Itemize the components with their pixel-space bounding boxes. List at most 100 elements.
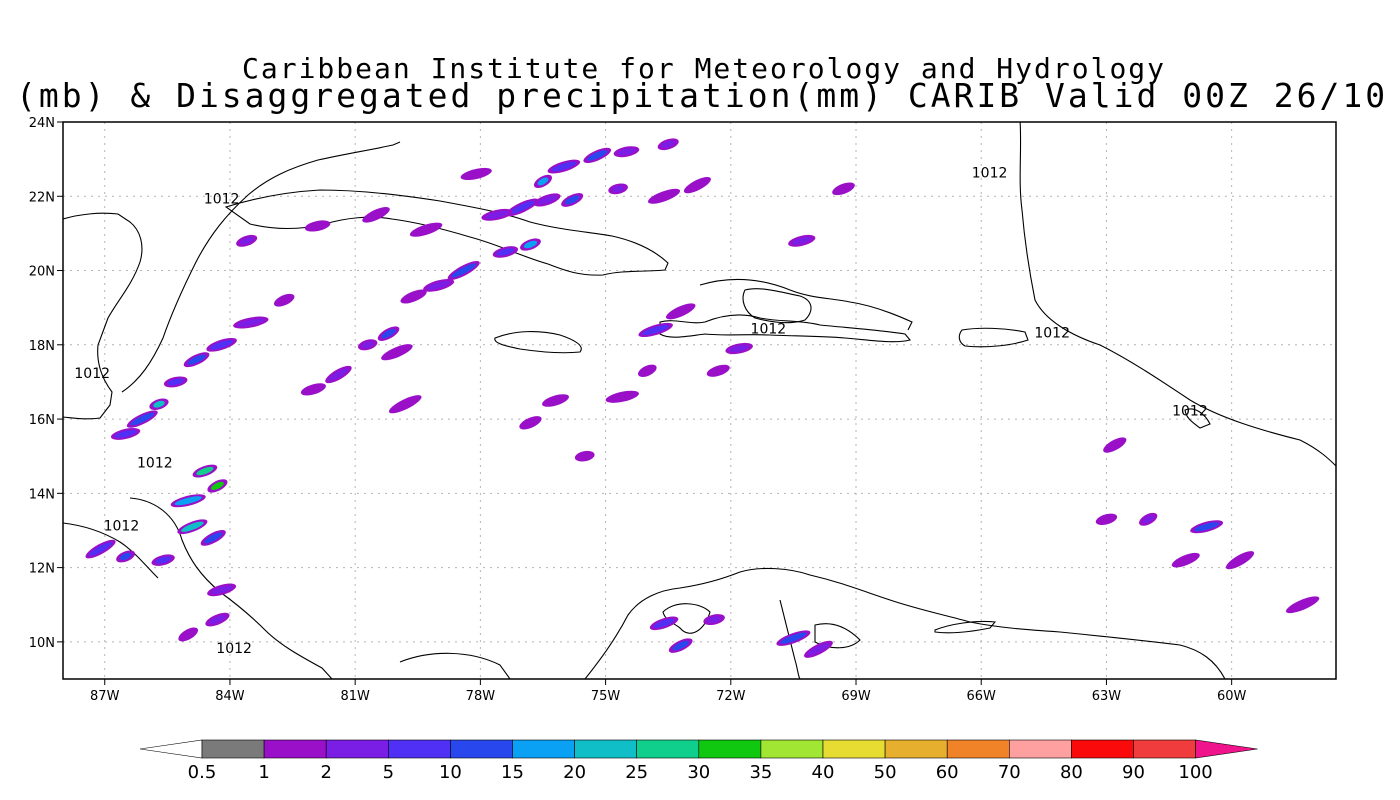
- lat-tick-label: 24N: [29, 116, 55, 131]
- lat-tick-label: 18N: [29, 339, 55, 354]
- colorbar-low-triangle: [139, 739, 203, 759]
- precip-cell: [196, 466, 214, 476]
- precip-cell: [523, 240, 538, 249]
- precip-cell: [578, 453, 591, 460]
- precip-cell: [551, 161, 577, 172]
- precip-cell: [1106, 439, 1123, 451]
- isobar-label: 1012: [751, 322, 787, 338]
- coastline-segment: [584, 567, 1226, 679]
- precip-cell: [209, 615, 226, 625]
- coastline-segment: [399, 652, 511, 679]
- isobar-label: 1012: [1172, 403, 1208, 419]
- lon-tick-label: 66W: [967, 689, 997, 704]
- colorbar-label: 30: [687, 762, 710, 783]
- isobar-label: 1012: [137, 455, 173, 471]
- precipitation-field: [85, 138, 1320, 658]
- colorbar-label: 1: [258, 762, 269, 783]
- colorbar-swatch: [1071, 739, 1134, 759]
- colorbar-swatch: [1133, 739, 1196, 759]
- colorbar-swatch: [325, 739, 389, 759]
- precip-cell: [641, 367, 653, 375]
- precip-cell: [361, 341, 374, 349]
- precip-cell: [485, 210, 509, 219]
- precip-cell: [153, 400, 165, 408]
- coastline-segment: [958, 327, 1029, 348]
- coastline-segment: [224, 189, 669, 276]
- precip-cell: [239, 237, 254, 245]
- colorbar-high-triangle: [1195, 739, 1258, 759]
- colorbar-label: 10: [439, 762, 462, 783]
- precip-cell: [210, 340, 234, 350]
- colorbar-label: 15: [501, 762, 524, 783]
- precip-cell: [729, 345, 749, 353]
- colorbar-swatch: [946, 739, 1010, 759]
- coastline-segment: [742, 288, 812, 324]
- precip-cell: [792, 237, 812, 245]
- colorbar-swatch: [512, 739, 575, 759]
- colorbar-label: 70: [998, 762, 1021, 783]
- precip-cell: [661, 140, 675, 148]
- title-line-1: Caribbean Institute for Meteorology and …: [242, 52, 1167, 85]
- map-frame: [62, 121, 1337, 680]
- colorbar-swatch: [822, 739, 886, 759]
- coastline-segment: [494, 331, 582, 354]
- precip-cell: [384, 346, 409, 359]
- colorbar-label: 25: [625, 762, 648, 783]
- lat-tick-label: 12N: [29, 562, 55, 577]
- colorbar-label: 80: [1060, 762, 1083, 783]
- precip-cell: [537, 195, 557, 205]
- precip-cell: [451, 263, 477, 278]
- lon-tick-label: 75W: [591, 689, 621, 704]
- coastlines: [63, 122, 1336, 679]
- colorbar-swatch: [636, 739, 700, 759]
- precip-cell: [187, 354, 206, 365]
- isobar-label: 1012: [104, 518, 140, 534]
- precip-cell: [1099, 515, 1114, 523]
- lon-tick-label: 81W: [340, 689, 370, 704]
- precip-cell: [237, 318, 265, 327]
- precip-cell: [119, 552, 132, 561]
- colorbar-label: 40: [812, 762, 835, 783]
- coastline-segment: [934, 620, 997, 634]
- precip-cell: [181, 521, 204, 532]
- precip-cell: [210, 585, 233, 595]
- lon-tick-label: 69W: [841, 689, 871, 704]
- precip-cell: [669, 305, 692, 317]
- coastline-segment: [63, 522, 159, 579]
- colorbar-swatch: [698, 739, 762, 759]
- precip-cell: [1175, 555, 1197, 566]
- precip-cell: [710, 367, 726, 375]
- lat-tick-label: 22N: [29, 190, 55, 205]
- colorbar-swatch: [387, 739, 451, 759]
- colorbar-swatch: [574, 739, 637, 759]
- colorbar-swatch: [1008, 739, 1072, 759]
- precip-cell: [496, 248, 515, 256]
- precip-cell: [204, 532, 223, 544]
- axis-ticks: 24N 22N 20N 18N 16N 14N 12N 10N 87W 84W 81W 78W 75W 7…: [29, 116, 1247, 704]
- precip-cell: [404, 291, 423, 302]
- precip-cell: [509, 200, 535, 214]
- precip-cell: [564, 195, 580, 205]
- map-background: [63, 122, 1336, 679]
- precip-cell: [464, 170, 488, 178]
- colorbar-label: 35: [749, 762, 772, 783]
- isobar-label: 1012: [972, 166, 1008, 182]
- colorbar: 0.5 1 2 5 10 15 20 25 30 35 40 50 60 70 80 90 100: [139, 739, 1258, 783]
- colorbar-label: 90: [1122, 762, 1145, 783]
- coastline-segment: [699, 278, 913, 331]
- precip-cell: [617, 148, 636, 156]
- precip-cell: [211, 481, 224, 491]
- lon-tick-label: 60W: [1217, 689, 1247, 704]
- coastline-segment: [779, 599, 801, 679]
- precip-cell: [304, 385, 323, 394]
- precip-cell: [780, 632, 807, 644]
- precip-cell: [1229, 553, 1251, 567]
- precip-cell: [365, 209, 387, 221]
- precip-cell: [413, 224, 439, 235]
- precip-cell: [807, 643, 830, 656]
- precip-cell: [89, 542, 113, 556]
- isobar-label: 1012: [1034, 325, 1070, 341]
- colorbar-swatch: [760, 739, 824, 759]
- colorbar-label: 50: [874, 762, 897, 783]
